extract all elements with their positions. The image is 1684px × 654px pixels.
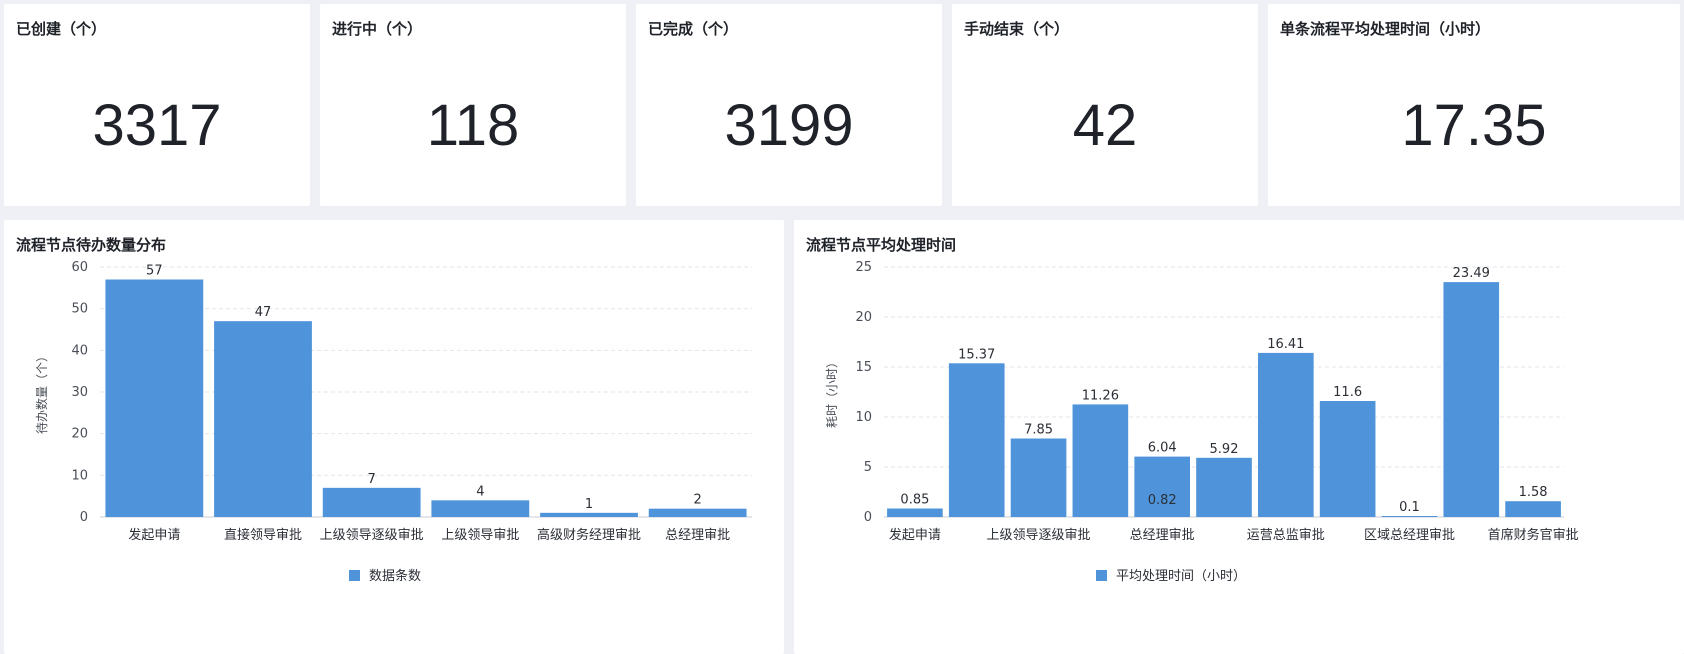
legend-label: 平均处理时间（小时） xyxy=(1116,569,1246,584)
data-label: 57 xyxy=(146,264,163,279)
kpi-card-in-progress: 进行中（个） 118 xyxy=(320,4,626,206)
data-label: 0.85 xyxy=(900,493,929,508)
pending-count-chart: 0 10 20 30 40 50 60 待办数量（个） 57 发起申请 47 直接领导审批 7 上级领导逐… xyxy=(34,260,752,584)
kpi-label: 进行中（个） xyxy=(332,20,423,38)
y-tick-label: 15 xyxy=(855,360,872,375)
bar xyxy=(1196,457,1252,517)
y-tick-label: 20 xyxy=(71,427,88,442)
x-tick-label: 上级领导审批 xyxy=(441,528,519,543)
bar xyxy=(1505,501,1561,517)
avg-time-chart: 0 5 10 15 20 25 耗时（小时） 0.85 发起申请 15.37 7.85 上级领导逐级审… xyxy=(825,260,1579,584)
kpi-value: 42 xyxy=(1072,93,1138,158)
data-label: 1.58 xyxy=(1519,485,1548,500)
x-tick-label: 上级领导逐级审批 xyxy=(320,528,424,543)
data-label: 7 xyxy=(368,472,376,487)
y-tick-label: 40 xyxy=(71,343,88,358)
data-label: 4 xyxy=(476,484,484,499)
y-tick-label: 10 xyxy=(855,410,872,425)
kpi-value: 17.35 xyxy=(1401,93,1547,158)
kpi-label: 单条流程平均处理时间（小时） xyxy=(1280,20,1491,38)
bar xyxy=(431,500,530,517)
kpi-card-manual-end: 手动结束（个） 42 xyxy=(952,4,1258,206)
data-label: 11.6 xyxy=(1333,385,1362,400)
legend-swatch xyxy=(1096,570,1107,581)
data-label: 23.49 xyxy=(1453,266,1490,281)
kpi-value: 3199 xyxy=(724,93,854,158)
x-tick-label: 高级财务经理审批 xyxy=(537,527,641,543)
data-label: 15.37 xyxy=(958,347,995,362)
bar xyxy=(887,508,943,517)
bar xyxy=(322,487,421,517)
x-tick-label: 发起申请 xyxy=(128,527,180,543)
data-label: 6.04 xyxy=(1148,441,1177,456)
avg-time-panel: 0 5 10 15 20 25 耗时（小时） 0.85 发起申请 15.37 7.85 上级领导逐级审… xyxy=(794,220,1684,654)
y-tick-label: 60 xyxy=(71,260,88,275)
y-tick-label: 0 xyxy=(864,510,872,525)
x-tick-label: 直接领导审批 xyxy=(224,527,302,543)
pending-count-panel: 0 10 20 30 40 50 60 待办数量（个） 57 发起申请 47 直接领导审批 7 上级领导逐… xyxy=(4,220,784,654)
data-label: 16.41 xyxy=(1267,337,1304,352)
y-tick-label: 10 xyxy=(71,468,88,483)
y-tick-label: 50 xyxy=(71,302,88,317)
bar xyxy=(1072,404,1129,517)
x-tick-label: 运营总监审批 xyxy=(1247,528,1325,543)
x-tick-label: 区域总经理审批 xyxy=(1364,528,1455,543)
data-label: 2 xyxy=(694,493,702,508)
bar xyxy=(1258,352,1314,517)
y-tick-label: 0 xyxy=(80,510,88,525)
kpi-label: 已创建（个） xyxy=(16,20,107,38)
y-tick-label: 25 xyxy=(855,260,872,275)
panel-title: 流程节点待办数量分布 xyxy=(16,236,167,254)
kpi-card-avg-time: 单条流程平均处理时间（小时） 17.35 xyxy=(1268,4,1680,206)
legend-label: 数据条数 xyxy=(369,568,421,584)
y-axis-label: 耗时（小时） xyxy=(825,356,839,428)
data-label: 1 xyxy=(585,497,593,512)
kpi-card-created: 已创建（个） 3317 xyxy=(4,4,310,206)
x-tick-label: 总经理审批 xyxy=(1130,528,1195,543)
bar xyxy=(648,508,747,517)
data-label: 5.92 xyxy=(1210,442,1239,457)
y-tick-label: 30 xyxy=(71,385,88,400)
y-tick-label: 20 xyxy=(855,310,872,325)
data-label: 7.85 xyxy=(1024,423,1053,438)
bar xyxy=(1134,456,1190,517)
bar xyxy=(540,512,638,517)
kpi-label: 已完成（个） xyxy=(648,20,739,38)
bar xyxy=(105,279,204,517)
data-label: 47 xyxy=(255,305,272,320)
x-tick-label: 发起申请 xyxy=(889,527,941,543)
kpi-value: 3317 xyxy=(92,93,222,158)
x-tick-label: 总经理审批 xyxy=(665,528,730,543)
bar xyxy=(1381,516,1438,517)
x-tick-label: 首席财务官审批 xyxy=(1488,527,1579,543)
bar xyxy=(214,321,312,517)
data-label: 11.26 xyxy=(1082,388,1119,403)
bar xyxy=(1443,282,1500,517)
bar xyxy=(1010,438,1067,517)
legend-swatch xyxy=(349,570,360,581)
y-tick-label: 5 xyxy=(864,460,872,475)
bar xyxy=(1319,401,1376,517)
panel-title: 流程节点平均处理时间 xyxy=(806,236,957,254)
y-axis-label: 待办数量（个） xyxy=(34,350,49,434)
x-tick-label: 上级领导逐级审批 xyxy=(987,528,1091,543)
kpi-card-completed: 已完成（个） 3199 xyxy=(636,4,942,206)
kpi-label: 手动结束（个） xyxy=(964,20,1070,38)
kpi-value: 118 xyxy=(426,93,520,158)
annotation-label: 0.82 xyxy=(1148,493,1177,508)
data-label: 0.1 xyxy=(1399,500,1420,515)
bar xyxy=(948,363,1005,517)
